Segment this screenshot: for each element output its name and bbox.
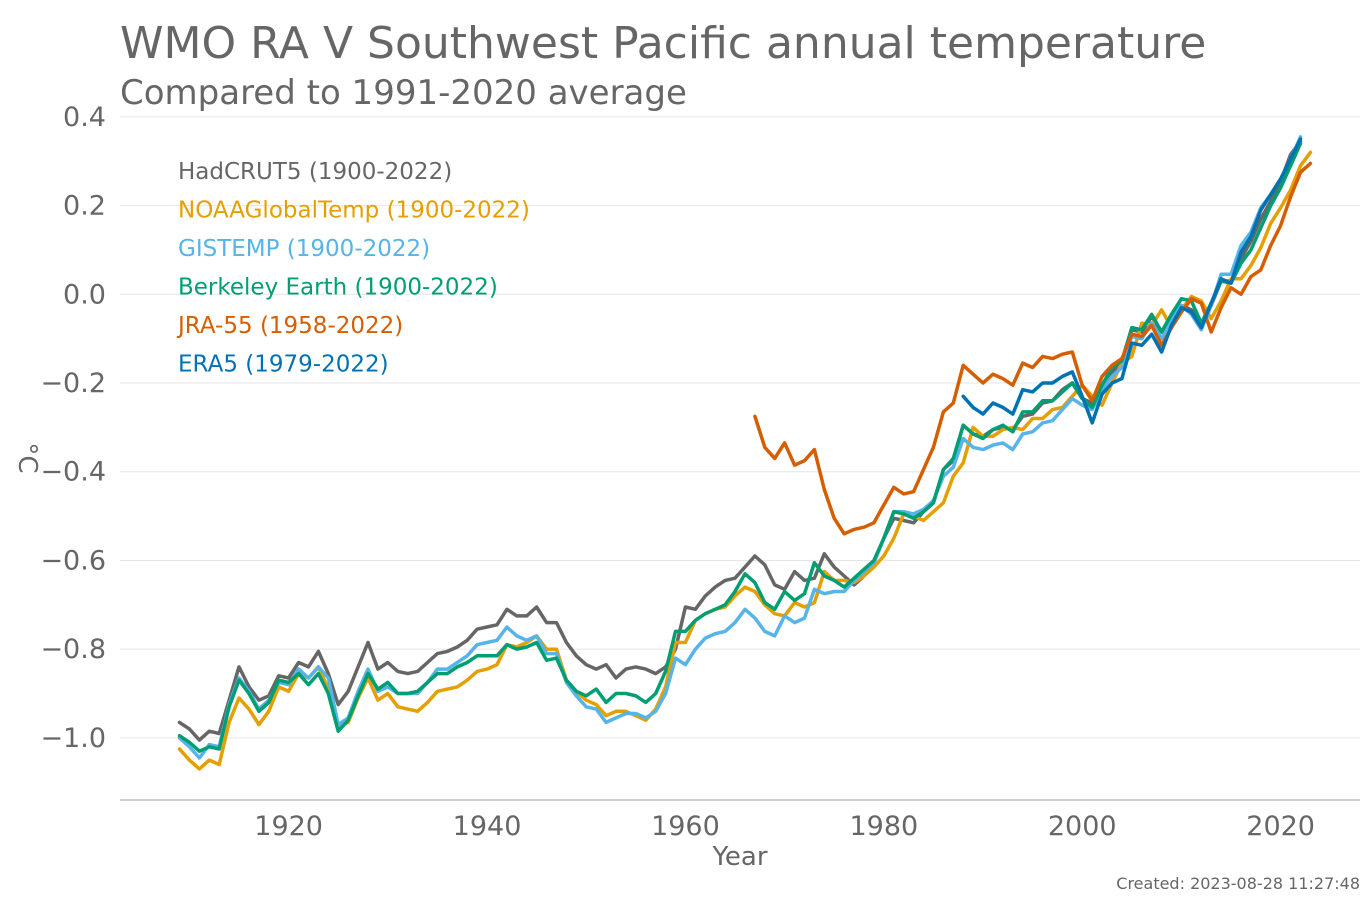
y-tick-label: −1.0 — [40, 723, 106, 754]
legend-entry: Berkeley Earth (1900-2022) — [178, 275, 498, 301]
legend-entry: NOAAGlobalTemp (1900-2022) — [178, 198, 530, 224]
series-lines — [177, 135, 1313, 771]
y-tick-label: 0.4 — [63, 102, 106, 133]
x-tick-label: 1980 — [849, 811, 918, 842]
series-line-2 — [177, 135, 1303, 760]
y-tick-label: −0.8 — [40, 634, 106, 665]
x-tick-label: 1960 — [651, 811, 720, 842]
series-line-3 — [177, 141, 1303, 753]
series-line-5 — [961, 137, 1303, 425]
y-tick-label: −0.2 — [40, 368, 106, 399]
y-axis-label: °C — [12, 442, 42, 473]
x-tick-labels: 1920 1940 1960 1980 2000 2020 — [254, 811, 1315, 842]
x-axis-label: Year — [711, 842, 767, 872]
x-tick-label: 2000 — [1048, 811, 1117, 842]
chart-title: WMO RA V Southwest Pacific annual temper… — [120, 18, 1206, 69]
chart-subtitle: Compared to 1991-2020 average — [120, 73, 687, 113]
created-timestamp: Created: 2023-08-28 11:27:48 — [1116, 874, 1360, 893]
y-tick-label: 0.2 — [63, 191, 106, 222]
legend-entry: GISTEMP (1900-2022) — [178, 236, 430, 262]
series-line-4 — [753, 161, 1313, 536]
y-tick-label: −0.4 — [40, 457, 106, 488]
legend-entry: HadCRUT5 (1900-2022) — [178, 159, 452, 185]
series-line-0 — [177, 139, 1303, 742]
x-tick-label: 1920 — [254, 811, 323, 842]
y-tick-label: 0.0 — [63, 279, 106, 310]
y-tick-label: −0.6 — [40, 545, 106, 576]
x-tick-label: 2020 — [1246, 811, 1315, 842]
y-tick-labels: 0.4 0.2 0.0 −0.2 −0.4 −0.6 −0.8 −1.0 — [40, 102, 106, 754]
grid-lines — [120, 116, 1360, 739]
legend-entry: ERA5 (1979-2022) — [178, 352, 389, 378]
legend: HadCRUT5 (1900-2022) NOAAGlobalTemp (1900… — [176, 159, 530, 378]
x-tick-label: 1940 — [453, 811, 522, 842]
legend-entry: JRA-55 (1958-2022) — [176, 313, 403, 339]
